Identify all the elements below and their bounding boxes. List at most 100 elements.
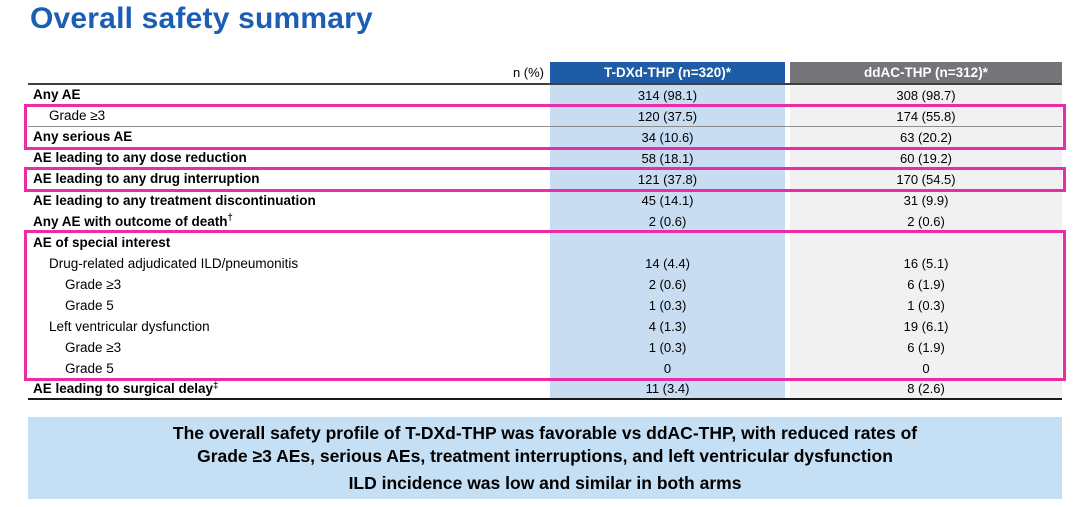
ddac-value: 8 (2.6) bbox=[790, 379, 1062, 398]
column-gap bbox=[785, 274, 790, 295]
t-dxd-value: 45 (14.1) bbox=[550, 190, 785, 211]
table-body: Any AE 314 (98.1) 308 (98.7) Grade ≥3 120 (3… bbox=[28, 85, 1062, 400]
ddac-value: 174 (55.8) bbox=[790, 106, 1062, 126]
row-label-text: Grade 5 bbox=[65, 360, 114, 376]
row-label-text: AE leading to any treatment discontinuat… bbox=[33, 192, 316, 208]
row-label-text: Any serious AE bbox=[33, 129, 133, 145]
column-gap bbox=[785, 169, 790, 189]
row-label: AE leading to any dose reduction bbox=[28, 148, 550, 168]
conclusion-line: Grade ≥3 AEs, serious AEs, treatment int… bbox=[197, 445, 893, 466]
column-gap bbox=[785, 148, 790, 168]
t-dxd-value: 14 (4.4) bbox=[550, 253, 785, 274]
table-row: Grade ≥3 2 (0.6) 6 (1.9) bbox=[28, 274, 1062, 295]
page-title: Overall safety summary bbox=[30, 2, 373, 35]
ddac-value: 19 (6.1) bbox=[790, 316, 1062, 337]
row-label-text: AE leading to surgical delay bbox=[33, 380, 214, 396]
table-row: Any serious AE 34 (10.6) 63 (20.2) bbox=[28, 127, 1062, 148]
t-dxd-value: 2 (0.6) bbox=[550, 211, 785, 232]
row-label: Grade ≥3 bbox=[28, 274, 550, 295]
t-dxd-value: 0 bbox=[550, 358, 785, 379]
row-label: Any AE bbox=[28, 85, 550, 105]
row-label-text: Any AE with outcome of death bbox=[33, 213, 228, 229]
table-header-row: n (%) T-DXd-THP (n=320)* ddAC-THP (n=312… bbox=[28, 62, 1062, 85]
row-label: AE leading to surgical delay ‡ bbox=[28, 379, 550, 398]
column-gap bbox=[785, 85, 790, 105]
row-label: Grade ≥3 bbox=[28, 106, 550, 126]
t-dxd-value: 1 (0.3) bbox=[550, 337, 785, 358]
footnote-marker: † bbox=[227, 212, 233, 223]
ddac-value: 170 (54.5) bbox=[790, 169, 1062, 189]
footnote-marker: ‡ bbox=[213, 380, 219, 391]
t-dxd-value: 121 (37.8) bbox=[550, 169, 785, 189]
column-gap bbox=[785, 62, 790, 83]
ddac-value: 16 (5.1) bbox=[790, 253, 1062, 274]
ddac-value: 1 (0.3) bbox=[790, 295, 1062, 316]
table-row: Left ventricular dysfunction 4 (1.3) 19 (6… bbox=[28, 316, 1062, 337]
column-gap bbox=[785, 295, 790, 316]
t-dxd-value: 314 (98.1) bbox=[550, 85, 785, 105]
table-row: AE of special interest bbox=[28, 232, 1062, 253]
table-row: Grade 5 1 (0.3) 1 (0.3) bbox=[28, 295, 1062, 316]
column-gap bbox=[785, 253, 790, 274]
row-label: Grade 5 bbox=[28, 295, 550, 316]
t-dxd-value: 11 (3.4) bbox=[550, 379, 785, 398]
row-label: AE of special interest bbox=[28, 232, 550, 253]
row-label-text: Grade ≥3 bbox=[65, 339, 122, 355]
row-label-text: Any AE bbox=[33, 87, 81, 103]
t-dxd-value bbox=[550, 232, 785, 253]
t-dxd-value: 120 (37.5) bbox=[550, 106, 785, 126]
column-header-tdxd: T-DXd-THP (n=320)* bbox=[550, 62, 785, 83]
table-row: AE leading to any drug interruption 121 (… bbox=[28, 169, 1062, 190]
table-row: Grade ≥3 120 (37.5) 174 (55.8) bbox=[28, 106, 1062, 127]
row-label-text: AE of special interest bbox=[33, 234, 171, 250]
row-label: Any AE with outcome of death † bbox=[28, 211, 550, 232]
row-label-text: Left ventricular dysfunction bbox=[49, 318, 210, 334]
t-dxd-value: 34 (10.6) bbox=[550, 127, 785, 147]
row-label-text: AE leading to any drug interruption bbox=[33, 171, 260, 187]
table-row: Any AE with outcome of death † 2 (0.6) 2 (0… bbox=[28, 211, 1062, 232]
row-label: Grade 5 bbox=[28, 358, 550, 379]
ddac-value: 308 (98.7) bbox=[790, 85, 1062, 105]
column-header-ddac: ddAC-THP (n=312)* bbox=[790, 62, 1062, 83]
row-label: Grade ≥3 bbox=[28, 337, 550, 358]
conclusion-line: ILD incidence was low and similar in bot… bbox=[348, 472, 742, 493]
row-label: Any serious AE bbox=[28, 127, 550, 147]
row-label: AE leading to any treatment discontinuat… bbox=[28, 190, 550, 211]
t-dxd-value: 1 (0.3) bbox=[550, 295, 785, 316]
conclusion-box: The overall safety profile of T-DXd-THP … bbox=[28, 417, 1062, 499]
ddac-value bbox=[790, 232, 1062, 253]
table-row: Grade ≥3 1 (0.3) 6 (1.9) bbox=[28, 337, 1062, 358]
column-gap bbox=[785, 211, 790, 232]
column-gap bbox=[785, 190, 790, 211]
row-label-text: AE leading to any dose reduction bbox=[33, 150, 247, 166]
ddac-value: 6 (1.9) bbox=[790, 337, 1062, 358]
ddac-value: 0 bbox=[790, 358, 1062, 379]
column-gap bbox=[785, 127, 790, 147]
table-row: Any AE 314 (98.1) 308 (98.7) bbox=[28, 85, 1062, 106]
column-gap bbox=[785, 232, 790, 253]
row-label-text: Drug-related adjudicated ILD/pneumonitis bbox=[49, 255, 299, 271]
table-row: AE leading to any treatment discontinuat… bbox=[28, 190, 1062, 211]
column-gap bbox=[785, 316, 790, 337]
row-label-text: Grade ≥3 bbox=[49, 108, 106, 124]
conclusion-line: The overall safety profile of T-DXd-THP … bbox=[172, 422, 918, 443]
t-dxd-value: 2 (0.6) bbox=[550, 274, 785, 295]
table-row: Drug-related adjudicated ILD/pneumonitis… bbox=[28, 253, 1062, 274]
row-label-text: Grade ≥3 bbox=[65, 276, 122, 292]
row-label: Left ventricular dysfunction bbox=[28, 316, 550, 337]
unit-label: n (%) bbox=[512, 65, 544, 80]
column-gap bbox=[785, 337, 790, 358]
column-gap bbox=[785, 106, 790, 126]
ddac-value: 6 (1.9) bbox=[790, 274, 1062, 295]
row-label-text: Grade 5 bbox=[65, 297, 114, 313]
ddac-value: 31 (9.9) bbox=[790, 190, 1062, 211]
table-row: AE leading to surgical delay ‡ 11 (3.4) 8 (… bbox=[28, 379, 1062, 400]
column-gap bbox=[785, 379, 790, 398]
t-dxd-value: 4 (1.3) bbox=[550, 316, 785, 337]
ddac-value: 63 (20.2) bbox=[790, 127, 1062, 147]
row-label: AE leading to any drug interruption bbox=[28, 169, 550, 189]
t-dxd-value: 58 (18.1) bbox=[550, 148, 785, 168]
ddac-value: 2 (0.6) bbox=[790, 211, 1062, 232]
row-label: Drug-related adjudicated ILD/pneumonitis bbox=[28, 253, 550, 274]
column-gap bbox=[785, 358, 790, 379]
